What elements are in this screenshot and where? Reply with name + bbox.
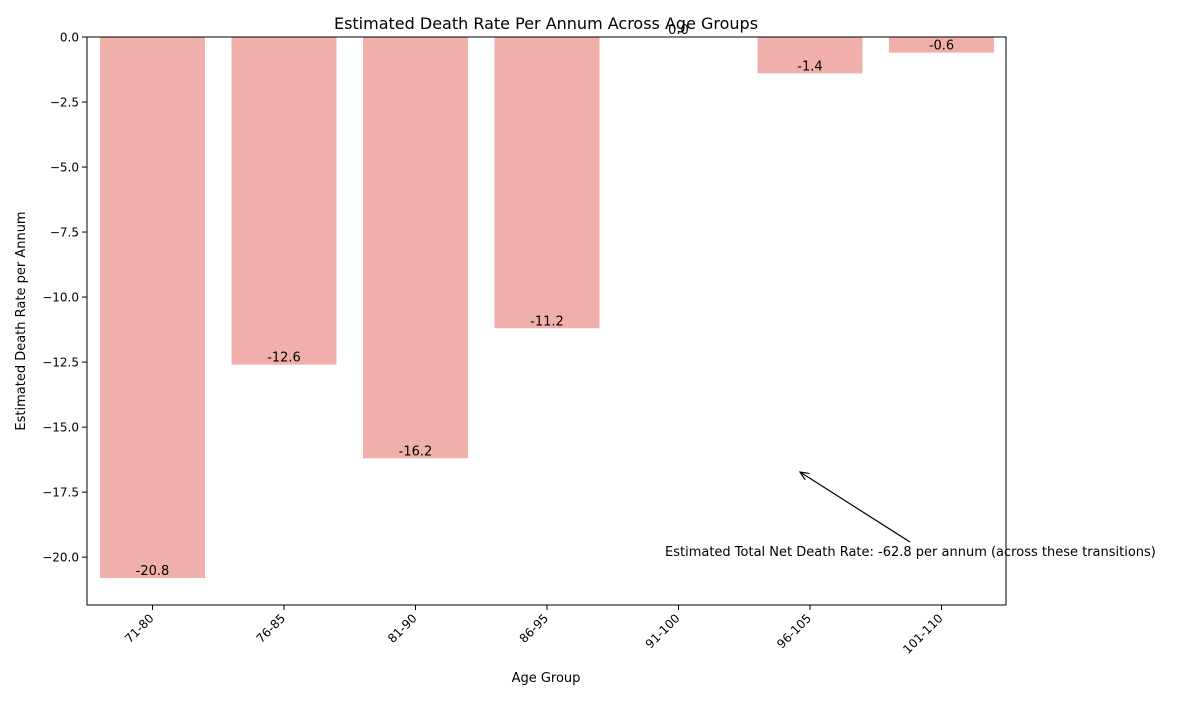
y-tick-label: −15.0 [42,421,79,435]
bars-group [100,37,994,578]
x-tick-label-71-80: 71-80 [122,611,157,646]
y-tick-label: −17.5 [42,486,79,500]
data-label-96-105: -1.4 [797,59,822,74]
bar-101-110 [889,37,994,53]
y-tick-label: −5.0 [50,161,79,175]
data-labels-group: -20.8 -12.6 -16.2 -11.2 0.0 -1.4 -0.6 [136,23,955,579]
y-tick-label: 0.0 [60,31,79,45]
x-tick-label-81-90: 81-90 [385,611,420,646]
bar-86-95 [494,37,600,329]
x-tick-label-101-110: 101-110 [900,611,945,656]
y-tick-label: −7.5 [50,226,79,240]
data-label-91-100: 0.0 [668,23,689,38]
y-axis-label: Estimated Death Rate per Annum [14,211,29,430]
x-tick-label-86-95: 86-95 [517,611,552,646]
x-tick-label-91-100: 91-100 [643,611,683,651]
y-tick-label: −20.0 [42,551,79,565]
bar-96-105 [757,37,863,74]
chart-title: Estimated Death Rate Per Annum Across Ag… [334,14,758,33]
bar-81-90 [363,37,468,459]
x-axis: 71-80 76-85 81-90 86-95 91-100 96-105 101-110 [122,605,946,657]
x-axis-label: Age Group [512,671,581,686]
data-label-81-90: -16.2 [399,444,433,459]
data-label-71-80: -20.8 [136,564,170,579]
x-tick-label-76-85: 76-85 [254,611,289,646]
annotation-arrow [800,472,911,543]
data-label-101-110: -0.6 [929,39,954,54]
y-axis: 0.0 −2.5 −5.0 −7.5 −10.0 −12.5 −15.0 −17.5 −20.0 [42,31,87,565]
bar-71-80 [100,37,205,578]
y-tick-label: −2.5 [50,96,79,110]
y-tick-label: −10.0 [42,291,79,305]
bar-76-85 [231,37,337,365]
data-label-86-95: -11.2 [530,314,564,329]
data-label-76-85: -12.6 [267,351,301,366]
y-tick-label: −12.5 [42,356,79,370]
x-tick-label-96-105: 96-105 [774,611,814,651]
annotation-text: Estimated Total Net Death Rate: -62.8 pe… [665,545,1156,560]
